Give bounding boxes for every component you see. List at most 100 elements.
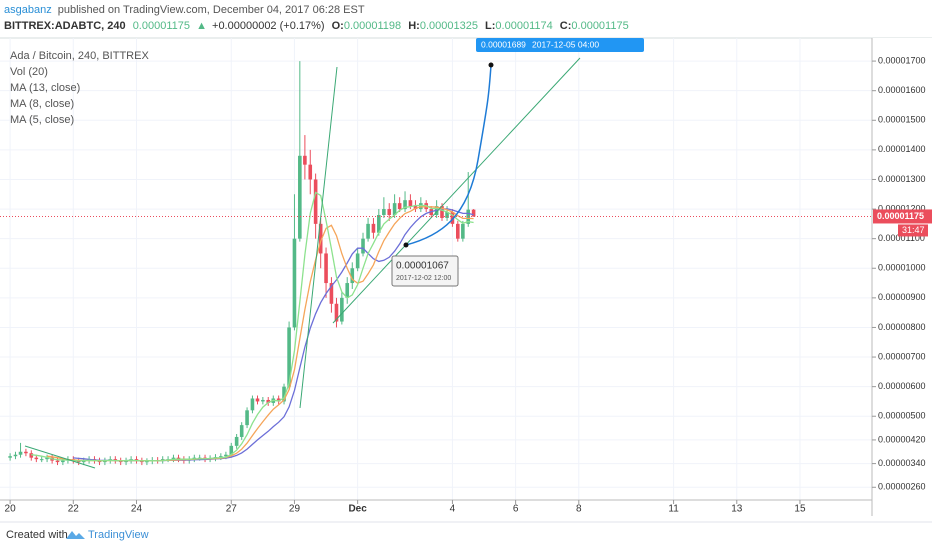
candle-body: [308, 164, 313, 180]
candle-body: [261, 399, 265, 402]
candle-body: [334, 303, 339, 322]
ohlc-value: 0.00001175: [571, 20, 628, 32]
candle-body: [103, 460, 107, 463]
candle-body: [445, 212, 449, 218]
author[interactable]: asgabanz: [4, 4, 52, 16]
symbol-line: BITTREX:ADABTC, 240 0.00001175 ▲ +0.0000…: [4, 20, 629, 32]
legend-item: Vol (20): [10, 66, 48, 78]
candle-body: [287, 327, 291, 387]
candle-body: [403, 200, 407, 210]
candle-body: [329, 283, 334, 304]
y-tick-label: 0.00000800: [878, 322, 926, 332]
y-tick-label: 0.00001300: [878, 174, 926, 184]
candle-body: [81, 460, 86, 463]
y-tick-label: 0.00000340: [878, 458, 926, 468]
y-tick-label: 0.00001400: [878, 144, 926, 154]
x-tick-label: Dec: [348, 504, 367, 515]
candle-body: [355, 253, 360, 269]
chart-title: Ada / Bitcoin, 240, BITTREX: [10, 50, 149, 62]
candle-body: [392, 203, 397, 215]
x-tick-label: 20: [5, 504, 17, 515]
candle-body: [239, 425, 244, 437]
x-tick-label: 8: [576, 504, 582, 515]
candle-body: [145, 461, 149, 463]
candle-body: [245, 410, 249, 426]
candle-body: [234, 436, 239, 446]
candle-body: [450, 212, 455, 224]
ohlc-value: 0.00001198: [344, 20, 401, 32]
drawings: [24, 57, 581, 469]
y-tick-label: 0.00001700: [878, 55, 926, 65]
y-tick-label: 0.00001500: [878, 115, 926, 125]
candle-body: [255, 398, 260, 402]
footer-brand[interactable]: TradingView: [88, 529, 149, 541]
candle-body: [13, 454, 18, 457]
candle-body: [345, 283, 350, 298]
trend-line: [24, 445, 96, 469]
ohlc-label: C:: [560, 20, 572, 32]
candle-body: [45, 457, 49, 460]
candle-body: [61, 460, 65, 463]
y-tick-label: 0.00000500: [878, 411, 926, 421]
candle-body: [55, 460, 60, 463]
candle-body: [34, 457, 39, 460]
y-tick-label: 0.00000420: [878, 434, 926, 444]
moving-average: [31, 191, 474, 462]
candle-body: [29, 453, 34, 458]
candle-body: [456, 223, 460, 239]
legend-item: MA (8, close): [10, 98, 74, 110]
candle-body: [24, 451, 28, 454]
y-tick-label: 0.00000700: [878, 351, 926, 361]
callout-time: 2017-12-02 12:00: [396, 275, 451, 282]
y-tick-label: 0.00000900: [878, 292, 926, 302]
candle-body: [113, 459, 118, 461]
candle-body: [361, 238, 365, 254]
ohlc-value: 0.00001325: [420, 20, 478, 32]
candle-body: [229, 445, 234, 455]
candle-body: [224, 454, 228, 457]
candle-body: [276, 398, 281, 402]
legend: MA (13, close) MA (8, close) MA (5, close): [10, 82, 80, 126]
x-tick-label: 24: [131, 504, 143, 515]
callout-price: 0.00001689: [481, 39, 526, 49]
y-tick-label: 0.00001100: [878, 233, 925, 243]
callout-price: 0.00001067: [396, 261, 449, 272]
x-tick-label: 27: [226, 504, 238, 515]
ohlc-label: O:: [332, 20, 344, 32]
price-label-box: [873, 209, 932, 224]
candle-body: [292, 238, 297, 328]
candle-body: [461, 223, 465, 239]
x-tick-label: 29: [289, 504, 301, 515]
callout: [391, 255, 459, 287]
callout: [476, 38, 644, 52]
legend-item: MA (13, close): [10, 82, 80, 94]
y-tick-label: 0.00001200: [878, 203, 926, 213]
candle-body: [124, 460, 128, 463]
logo: [66, 531, 85, 539]
axes: 0.00000260 0.00000340 0.00000420 0.00000500…: [5, 55, 926, 514]
candle-body: [18, 451, 23, 455]
candle-body: [371, 223, 376, 233]
candle-body: [471, 209, 476, 217]
candle-body: [377, 214, 381, 233]
legend-item: MA (5, close): [10, 114, 74, 126]
candle-body: [318, 223, 323, 254]
candle-body: [282, 386, 286, 402]
footer-text: Created with: [6, 529, 68, 541]
candle-body: [340, 297, 344, 322]
ohlc-value: 0.00001174: [495, 20, 552, 32]
anchor-point: [488, 62, 494, 68]
candle-body: [387, 209, 392, 215]
candle-body: [171, 457, 176, 460]
candle-body: [8, 456, 12, 458]
y-tick-label: 0.00001600: [878, 85, 926, 95]
marks: [8, 61, 476, 466]
change-arrow: ▲: [196, 20, 207, 32]
change: +0.00000002 (+0.17%): [212, 20, 325, 32]
x-tick-label: 15: [794, 504, 806, 515]
candle-body: [134, 459, 139, 461]
candle-body: [440, 206, 444, 218]
candle-body: [413, 206, 418, 210]
